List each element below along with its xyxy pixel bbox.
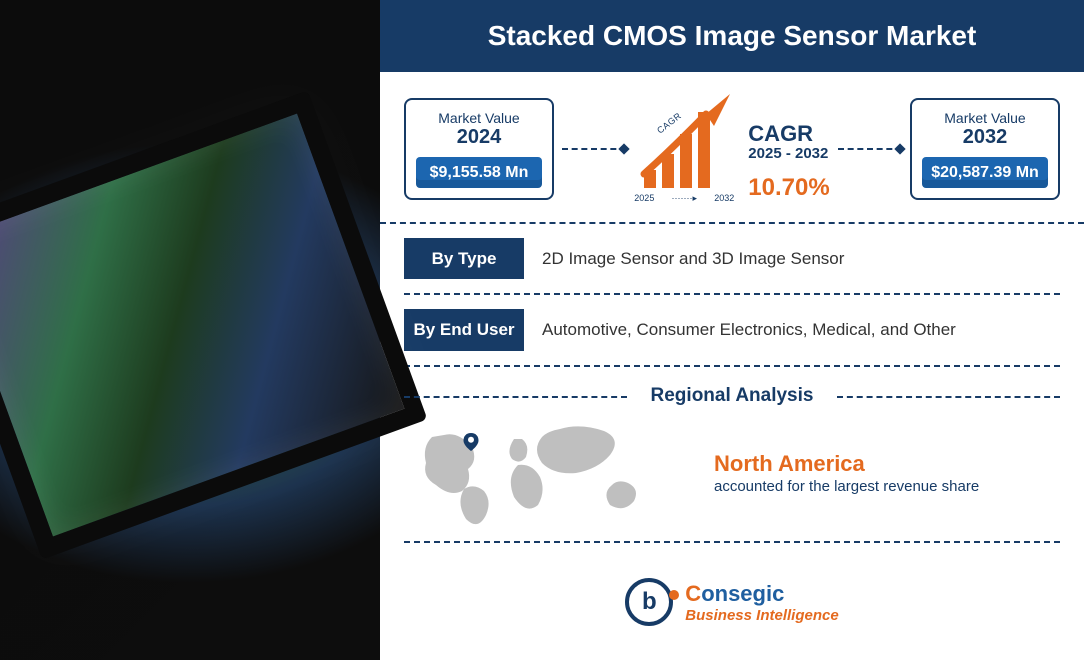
market-value-2024-card: Market Value 2024 $9,155.58 Mn xyxy=(404,98,554,200)
footer-logo: b Consegic Business Intelligence xyxy=(380,543,1084,660)
cagr-label: CAGR xyxy=(748,121,829,147)
segment-row-type: By Type 2D Image Sensor and 3D Image Sen… xyxy=(404,238,1060,295)
segment-head: By End User xyxy=(404,309,524,350)
regional-section: Regional Analysis xyxy=(404,385,1060,543)
segment-row-enduser: By End User Automotive, Consumer Electro… xyxy=(404,309,1060,366)
info-panel: Stacked CMOS Image Sensor Market Market … xyxy=(380,0,1084,660)
map-pin-icon xyxy=(462,433,480,451)
regional-title: Regional Analysis xyxy=(404,385,1060,407)
brand-main-rest: onsegic xyxy=(701,581,784,606)
world-map-icon xyxy=(414,419,654,529)
market-value-caption: Market Value xyxy=(922,110,1048,126)
cagr-range: 2025 - 2032 xyxy=(748,145,829,162)
segment-head: By Type xyxy=(404,238,524,279)
logo-mark-icon: b xyxy=(625,578,673,626)
cagr-arrow-label: CAGR xyxy=(655,110,683,135)
cagr-axis-start: 2025 xyxy=(634,193,654,204)
cagr-block: CAGR 2025 ·······▸ 2032 CAGR 2025 - 2032… xyxy=(634,92,829,206)
product-photo xyxy=(0,0,380,660)
market-value-year: 2024 xyxy=(416,126,542,149)
brand-main: Consegic xyxy=(685,581,838,607)
metrics-row: Market Value 2024 $9,155.58 Mn CAGR xyxy=(380,72,1084,224)
page-title: Stacked CMOS Image Sensor Market xyxy=(380,0,1084,72)
market-value-amount: $9,155.58 Mn xyxy=(416,157,542,188)
sensor-chip xyxy=(0,90,427,559)
logo-letter: b xyxy=(629,582,669,622)
segment-body: 2D Image Sensor and 3D Image Sensor xyxy=(524,238,1060,279)
cagr-text: CAGR 2025 - 2032 10.70% xyxy=(748,121,829,202)
cagr-percent: 10.70% xyxy=(748,174,829,202)
region-text: North America accounted for the largest … xyxy=(714,451,979,497)
region-name: North America xyxy=(714,451,979,477)
market-value-caption: Market Value xyxy=(416,110,542,126)
brand-sub: Business Intelligence xyxy=(685,607,838,624)
market-value-amount: $20,587.39 Mn xyxy=(922,157,1048,188)
connector-right xyxy=(838,148,902,150)
cagr-axis-end: 2032 xyxy=(714,193,734,204)
logo-text: Consegic Business Intelligence xyxy=(685,581,838,624)
cagr-axis: 2025 ·······▸ 2032 xyxy=(634,193,734,204)
segment-body: Automotive, Consumer Electronics, Medica… xyxy=(524,309,1060,350)
market-value-year: 2032 xyxy=(922,126,1048,149)
connector-left xyxy=(562,148,626,150)
cagr-axis-arrow: ·······▸ xyxy=(654,193,714,204)
market-value-2032-card: Market Value 2032 $20,587.39 Mn xyxy=(910,98,1060,200)
growth-arrow-icon: CAGR 2025 ·······▸ 2032 xyxy=(634,92,734,202)
region-note: accounted for the largest revenue share xyxy=(714,477,979,497)
